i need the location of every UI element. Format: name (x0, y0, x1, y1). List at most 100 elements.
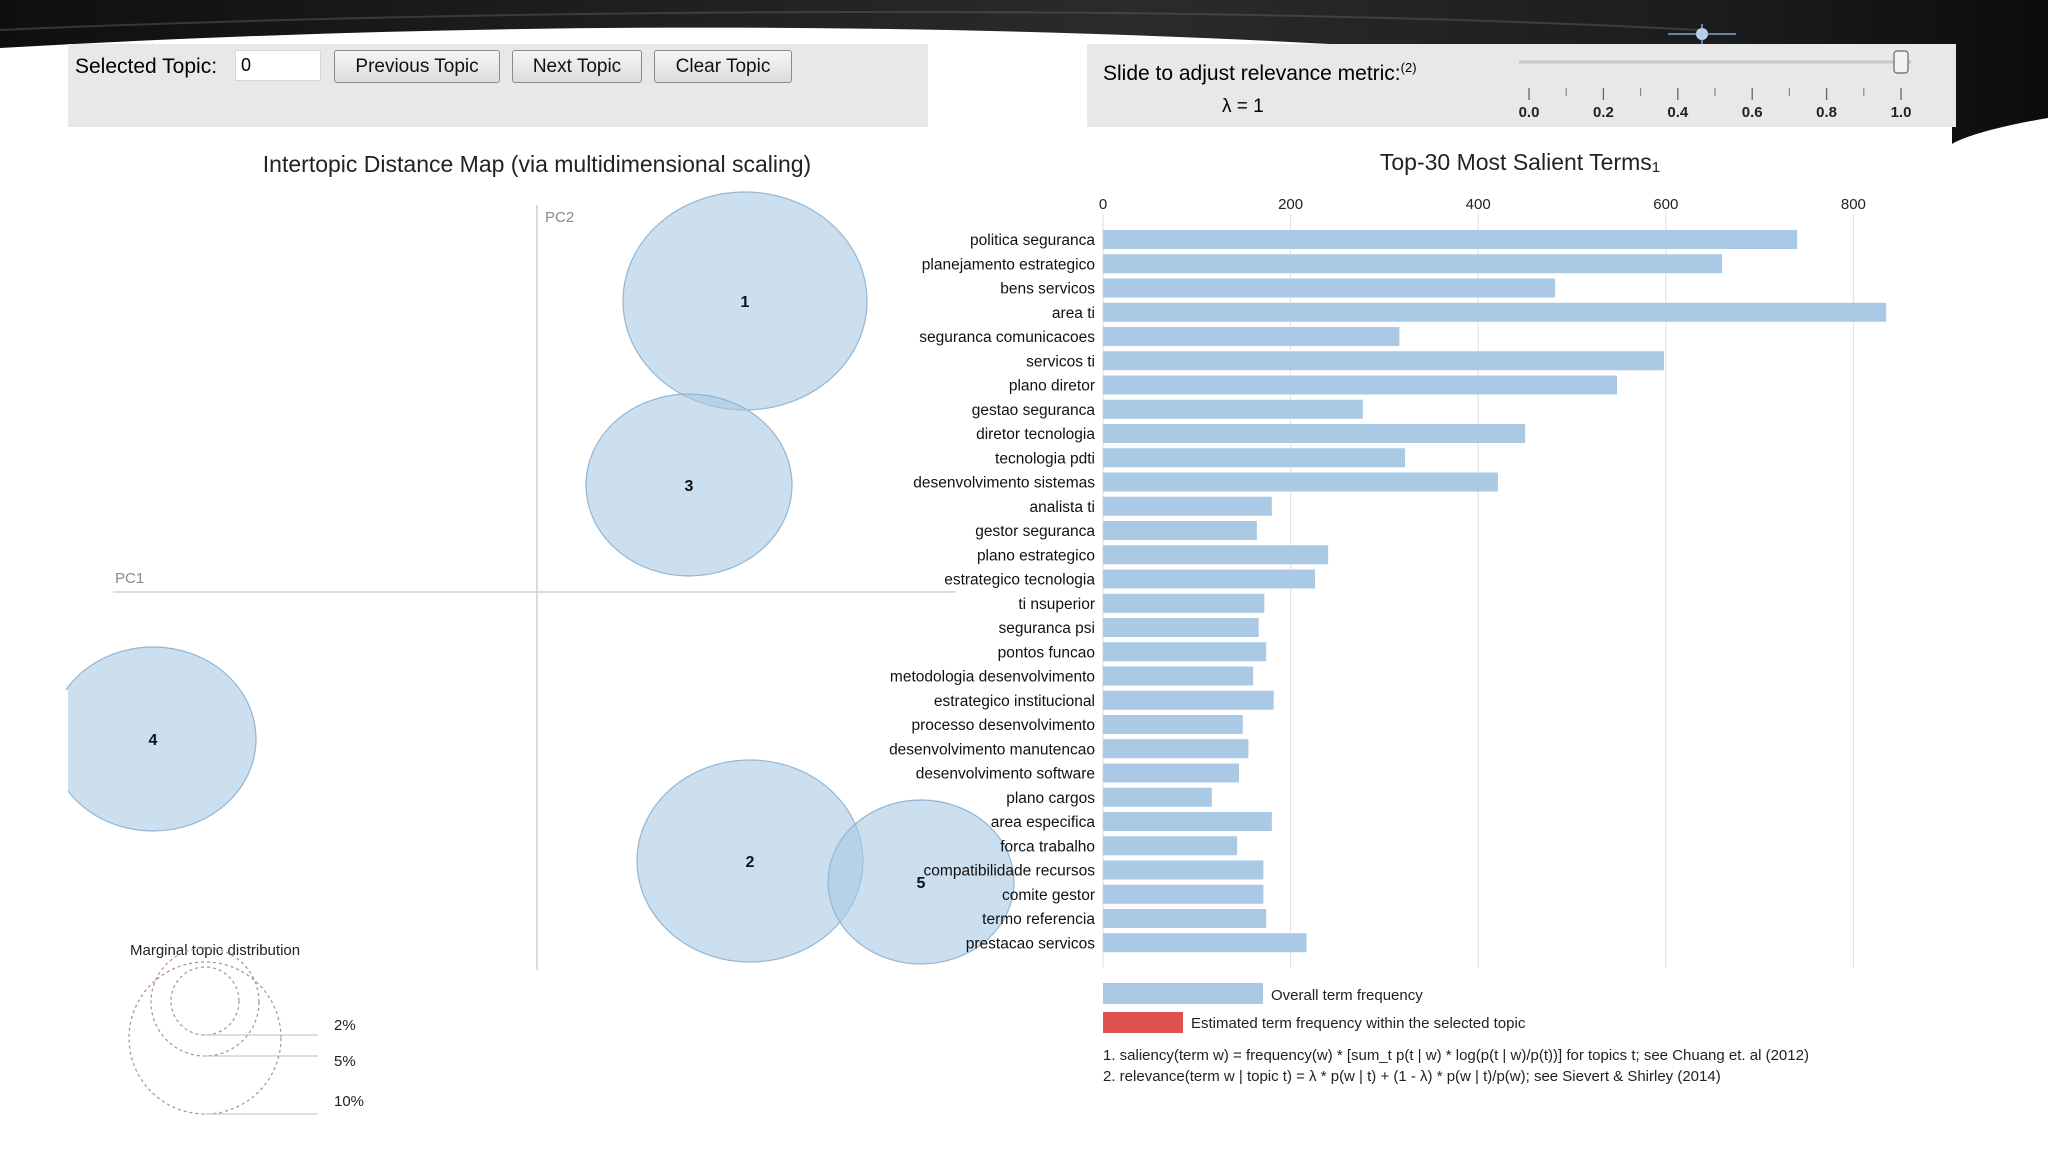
x-tick-label: 800 (1841, 196, 1866, 213)
term-label[interactable]: plano estrategico (977, 547, 1095, 564)
term-bar[interactable] (1103, 302, 1887, 322)
term-label[interactable]: tecnologia pdti (995, 450, 1095, 467)
term-bar[interactable] (1103, 812, 1272, 831)
relevance-slider-label: Slide to adjust relevance metric:(2) (1103, 60, 1417, 86)
term-bar[interactable] (1103, 327, 1400, 346)
topic-label-2: 2 (746, 854, 755, 871)
term-bar[interactable] (1103, 254, 1723, 274)
slider-handle[interactable] (1893, 50, 1909, 74)
term-label[interactable]: seguranca psi (998, 620, 1095, 637)
term-bar[interactable] (1103, 230, 1798, 249)
slider-tick-label: 0.6 (1742, 104, 1763, 121)
relevance-slider-panel (1087, 44, 1956, 127)
salient-terms-chart: Top-30 Most Salient Terms1 0 200 400 600 800… (889, 149, 1887, 1085)
next-topic-button[interactable]: Next Topic (512, 50, 642, 83)
term-label[interactable]: diretor tecnologia (976, 426, 1095, 443)
term-label[interactable]: forca trabalho (1000, 838, 1095, 855)
term-bar[interactable] (1103, 375, 1618, 395)
map-clip-edge (0, 690, 68, 810)
topic-circle-5[interactable] (827, 799, 1015, 965)
term-bar[interactable] (1103, 618, 1259, 637)
term-label[interactable]: planejamento estrategico (922, 256, 1095, 273)
topic-label-4: 4 (149, 732, 158, 749)
term-label[interactable]: desenvolvimento sistemas (913, 475, 1095, 492)
slider-tick-label: 0.2 (1593, 104, 1614, 121)
term-bar[interactable] (1103, 884, 1264, 904)
term-bar[interactable] (1103, 351, 1664, 371)
term-label[interactable]: prestacao servicos (966, 935, 1095, 952)
term-label[interactable]: compatibilidade recursos (924, 863, 1096, 880)
term-label[interactable]: estrategico institucional (934, 693, 1095, 710)
term-label[interactable]: ti nsuperior (1018, 596, 1095, 613)
slider-tick-label: 0.8 (1816, 104, 1837, 121)
relevance-slider[interactable]: 0.0 0.2 0.4 0.6 0.8 1.0 (1500, 48, 1930, 126)
legend-overall-swatch (1103, 983, 1263, 1004)
term-bar[interactable] (1103, 715, 1243, 734)
term-label[interactable]: plano cargos (1006, 790, 1095, 807)
legend-estimated-swatch (1103, 1012, 1183, 1033)
term-bar[interactable] (1103, 909, 1267, 928)
term-bar[interactable] (1103, 399, 1363, 419)
term-bar[interactable] (1103, 278, 1556, 298)
term-bar[interactable] (1103, 642, 1267, 662)
term-label[interactable]: desenvolvimento software (916, 766, 1095, 783)
term-label[interactable]: area ti (1052, 305, 1095, 322)
x-tick-label: 200 (1278, 196, 1303, 213)
lambda-value: λ = 1 (1222, 96, 1264, 117)
term-bar[interactable] (1103, 739, 1249, 759)
term-bar[interactable] (1103, 569, 1315, 589)
term-bar[interactable] (1103, 496, 1272, 516)
relevance-label-text: Slide to adjust relevance metric: (1103, 62, 1401, 85)
term-label[interactable]: processo desenvolvimento (911, 717, 1095, 734)
term-label[interactable]: estrategico tecnologia (944, 572, 1095, 589)
term-label[interactable]: bens servicos (1000, 281, 1095, 298)
term-label[interactable]: politica seguranca (970, 232, 1095, 249)
topic-label-1: 1 (741, 294, 750, 311)
term-bar[interactable] (1103, 472, 1498, 492)
clear-topic-button[interactable]: Clear Topic (654, 50, 792, 83)
term-label[interactable]: pontos funcao (998, 644, 1095, 661)
term-bar[interactable] (1103, 666, 1254, 686)
term-bar[interactable] (1103, 836, 1238, 856)
term-label[interactable]: seguranca comunicacoes (919, 329, 1095, 346)
slider-tick-label: 0.4 (1667, 104, 1689, 121)
term-label[interactable]: analista ti (1030, 499, 1095, 516)
x-tick-label: 400 (1466, 196, 1491, 213)
term-label[interactable]: area especifica (991, 814, 1096, 831)
term-bar[interactable] (1103, 763, 1240, 783)
chart-title-footnote: 1 (1652, 159, 1660, 176)
previous-topic-button[interactable]: Previous Topic (334, 50, 500, 83)
term-bar[interactable] (1103, 424, 1526, 443)
pc1-label: PC1 (115, 570, 144, 587)
term-bar[interactable] (1103, 521, 1257, 540)
term-bar[interactable] (1103, 787, 1212, 807)
marginal-label-5pct: 5% (334, 1053, 356, 1070)
selected-topic-input[interactable] (235, 50, 321, 81)
header-banner (0, 0, 2048, 144)
term-label[interactable]: comite gestor (1002, 887, 1095, 904)
footnote-saliency: 1. saliency(term w) = frequency(w) * [su… (1103, 1047, 1809, 1064)
term-bar[interactable] (1103, 933, 1307, 953)
topic-circle-3[interactable] (585, 393, 793, 577)
x-tick-label: 600 (1653, 196, 1678, 213)
term-bar[interactable] (1103, 545, 1329, 565)
term-label[interactable]: termo referencia (982, 911, 1095, 928)
chart-title-text: Top-30 Most Salient Terms (1380, 149, 1652, 175)
term-bar[interactable] (1103, 593, 1265, 613)
term-label[interactable]: metodologia desenvolvimento (890, 669, 1095, 686)
term-bar[interactable] (1103, 448, 1406, 468)
term-label[interactable]: plano diretor (1009, 378, 1095, 395)
term-bar[interactable] (1103, 690, 1274, 710)
term-bar[interactable] (1103, 860, 1264, 880)
term-label[interactable]: desenvolvimento manutencao (889, 741, 1095, 758)
slider-tick-label: 0.0 (1519, 104, 1540, 121)
term-label[interactable]: servicos ti (1026, 353, 1095, 370)
legend-estimated-label: Estimated term frequency within the sele… (1191, 1015, 1526, 1032)
slider-tick-label: 1.0 (1891, 104, 1912, 121)
term-label[interactable]: gestor seguranca (975, 523, 1095, 540)
selected-topic-label: Selected Topic: (75, 55, 218, 78)
term-label[interactable]: gestao seguranca (972, 402, 1096, 419)
marginal-distribution-title: Marginal topic distribution (130, 942, 300, 959)
pc2-label: PC2 (545, 209, 574, 226)
topic-label-3: 3 (685, 478, 694, 495)
